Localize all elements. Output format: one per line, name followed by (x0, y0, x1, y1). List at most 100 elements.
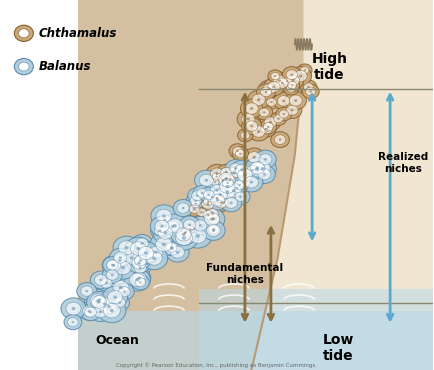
Circle shape (191, 191, 203, 201)
Circle shape (260, 114, 280, 131)
Circle shape (80, 304, 100, 321)
Circle shape (178, 226, 193, 239)
Circle shape (207, 201, 209, 203)
Circle shape (109, 256, 136, 279)
Circle shape (200, 211, 202, 213)
Circle shape (277, 95, 289, 106)
Circle shape (215, 189, 218, 192)
Circle shape (100, 299, 117, 314)
Circle shape (78, 302, 99, 320)
Circle shape (273, 75, 285, 86)
Circle shape (111, 274, 113, 276)
Text: Chthamalus: Chthamalus (39, 27, 117, 40)
Circle shape (258, 80, 279, 98)
Circle shape (263, 158, 266, 161)
Circle shape (243, 162, 261, 178)
Circle shape (250, 169, 253, 171)
Circle shape (289, 87, 292, 90)
Circle shape (175, 251, 179, 254)
Circle shape (260, 87, 271, 97)
Circle shape (14, 25, 33, 41)
Circle shape (282, 102, 301, 118)
Circle shape (102, 266, 122, 283)
Circle shape (124, 252, 139, 264)
Circle shape (215, 197, 218, 199)
Circle shape (214, 195, 232, 210)
Circle shape (183, 232, 186, 234)
Circle shape (113, 255, 126, 266)
Circle shape (137, 262, 141, 265)
Circle shape (183, 223, 197, 235)
Circle shape (119, 248, 144, 269)
Circle shape (206, 225, 220, 236)
Circle shape (138, 246, 153, 260)
Circle shape (103, 302, 106, 306)
Circle shape (107, 259, 120, 271)
Circle shape (214, 181, 215, 183)
Circle shape (243, 158, 270, 181)
Circle shape (272, 74, 292, 92)
Circle shape (289, 95, 302, 106)
Circle shape (161, 217, 183, 236)
Circle shape (248, 162, 264, 176)
Text: Realized
niches: Realized niches (377, 152, 427, 174)
Circle shape (224, 175, 235, 185)
Circle shape (221, 179, 224, 182)
Circle shape (193, 185, 211, 201)
Circle shape (241, 181, 244, 184)
Circle shape (187, 188, 206, 204)
Circle shape (170, 246, 172, 249)
Circle shape (156, 209, 171, 223)
Circle shape (162, 239, 181, 255)
Circle shape (206, 209, 218, 219)
Circle shape (229, 202, 232, 204)
Circle shape (273, 115, 283, 123)
Circle shape (230, 160, 253, 180)
Circle shape (282, 113, 284, 115)
Circle shape (263, 84, 275, 94)
Circle shape (89, 311, 92, 313)
Circle shape (233, 167, 237, 170)
Circle shape (114, 298, 125, 308)
Circle shape (131, 275, 149, 290)
Circle shape (144, 251, 148, 255)
Circle shape (121, 266, 125, 269)
Circle shape (228, 144, 246, 158)
Circle shape (232, 147, 248, 161)
Circle shape (210, 178, 219, 185)
Circle shape (278, 110, 288, 118)
Circle shape (220, 172, 239, 188)
Circle shape (259, 120, 276, 134)
Circle shape (99, 310, 102, 313)
Circle shape (253, 165, 275, 184)
Circle shape (267, 81, 279, 92)
Circle shape (275, 107, 291, 121)
Circle shape (144, 242, 167, 262)
Circle shape (229, 163, 241, 174)
Circle shape (241, 118, 261, 135)
Circle shape (255, 166, 259, 169)
Circle shape (163, 219, 166, 221)
Circle shape (306, 86, 309, 88)
Circle shape (262, 173, 266, 176)
Circle shape (237, 168, 251, 180)
Circle shape (225, 190, 229, 194)
Circle shape (102, 256, 125, 275)
Circle shape (210, 168, 223, 179)
Circle shape (222, 178, 233, 188)
Circle shape (239, 172, 262, 192)
Circle shape (272, 85, 275, 88)
Circle shape (220, 180, 246, 202)
Circle shape (194, 170, 217, 190)
Circle shape (181, 228, 190, 236)
Circle shape (19, 62, 29, 71)
Circle shape (197, 195, 218, 213)
Circle shape (249, 181, 253, 184)
Circle shape (264, 91, 267, 93)
Circle shape (175, 228, 191, 241)
Circle shape (85, 290, 88, 292)
Circle shape (124, 269, 150, 291)
Circle shape (228, 179, 231, 181)
Circle shape (299, 80, 316, 94)
Circle shape (282, 77, 291, 85)
